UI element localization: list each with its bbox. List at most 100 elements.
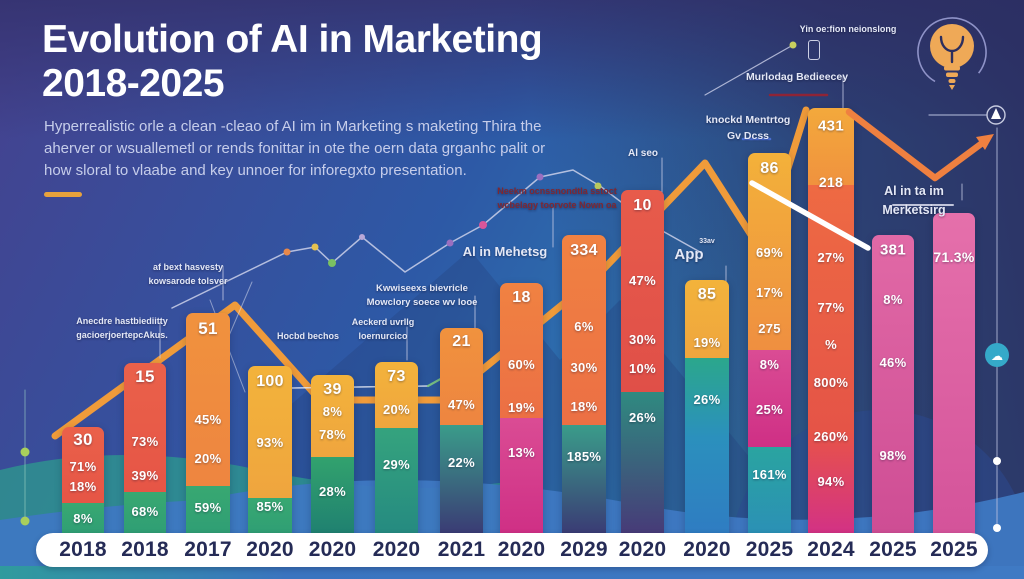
bar-value-label: 18 bbox=[512, 289, 531, 307]
subtitle-text: Hyperrealistic orle a clean -cleao of AI… bbox=[44, 118, 546, 179]
year-label: 2025 bbox=[930, 538, 978, 561]
phone-icon bbox=[808, 40, 820, 60]
bar-value-label: 18% bbox=[570, 398, 598, 414]
bar-value-label: 47% bbox=[448, 396, 475, 412]
year-label: 2020 bbox=[683, 538, 731, 561]
bar-value-label: 21 bbox=[452, 333, 471, 351]
bar-value-label: 13% bbox=[508, 444, 535, 460]
bar-value-label: 68% bbox=[131, 503, 159, 519]
bar-value-label: 59% bbox=[194, 499, 222, 515]
bar-value-label: 161% bbox=[752, 466, 787, 482]
bar-segment bbox=[748, 447, 791, 535]
bar-value-label: 78% bbox=[319, 426, 346, 442]
bar-value-label: 6% bbox=[574, 318, 594, 334]
page-title-years: 2018-2025 bbox=[42, 62, 225, 106]
bar-value-label: 45% bbox=[194, 411, 222, 427]
year-label: 2020 bbox=[308, 538, 357, 561]
bar-3-2020: 100 93% 85% bbox=[248, 366, 292, 535]
bar-6-2021: 21 47% 22% bbox=[440, 328, 483, 535]
bar-segment bbox=[440, 425, 483, 535]
bar-value-label: 18% bbox=[69, 478, 97, 494]
bar-value-label: 10% bbox=[629, 360, 656, 376]
annotation-5: Neekm ocnssnondtla sstoct wcbelagy toorv… bbox=[497, 186, 617, 210]
bar-value-label: 51 bbox=[198, 319, 218, 338]
bar-segment bbox=[500, 418, 543, 535]
bar-value-label: 185% bbox=[566, 448, 602, 464]
bar-segment bbox=[808, 430, 854, 535]
bar-value-label: 30% bbox=[570, 359, 598, 375]
bar-value-label: 381 bbox=[880, 241, 906, 259]
bar-value-label: 30 bbox=[73, 430, 93, 449]
bar-value-label: 275 bbox=[758, 320, 781, 336]
annotation-9: App bbox=[674, 246, 704, 263]
bar-segment bbox=[440, 328, 483, 425]
year-label: 2017 bbox=[184, 538, 232, 561]
bar-value-label: 218 bbox=[818, 174, 844, 191]
annotation-8: 33av bbox=[699, 238, 715, 245]
bar-segment bbox=[808, 108, 854, 185]
annotation-0: af bext hasvesty kowsarode tolsver bbox=[148, 262, 228, 286]
bar-value-label: 85 bbox=[697, 286, 717, 304]
bar-value-label: 19% bbox=[693, 334, 721, 350]
bar-segment bbox=[124, 363, 166, 492]
bar-7-2020: 18 60% 19% 13% bbox=[500, 283, 543, 535]
bar-segment bbox=[248, 366, 292, 498]
cloud-badge-icon bbox=[985, 343, 1009, 367]
bar-value-label: 20% bbox=[194, 450, 222, 466]
bar-segment bbox=[500, 283, 543, 418]
bar-segment bbox=[562, 235, 606, 425]
circle-arrow-icon bbox=[986, 105, 1006, 125]
bar-value-label: 93% bbox=[256, 434, 284, 450]
bar-value-label: 47% bbox=[629, 272, 656, 288]
bar-segment bbox=[621, 190, 664, 392]
bar-value-label: 28% bbox=[319, 483, 346, 499]
bar-value-label: 73 bbox=[387, 368, 406, 386]
bar-1-2018: 15 73% 39% 68% bbox=[124, 363, 166, 535]
bar-segment bbox=[311, 375, 354, 457]
bar-value-label: % bbox=[825, 336, 837, 352]
bar-segment bbox=[248, 498, 292, 535]
bar-9-2020: 10 47% 30% 10% 26% bbox=[621, 190, 664, 535]
bar-value-label: 25% bbox=[756, 401, 783, 417]
bar-value-label: 29% bbox=[383, 456, 410, 472]
bar-value-label: 8% bbox=[73, 510, 93, 526]
bar-4-2020: 39 8% 78% 28% bbox=[311, 375, 354, 535]
year-label: 2025 bbox=[745, 538, 794, 561]
bar-value-label: 334 bbox=[570, 242, 598, 260]
year-label: 2018 bbox=[121, 538, 169, 561]
bar-segment bbox=[62, 503, 104, 535]
bar-value-label: 71% bbox=[69, 458, 97, 474]
bar-segment bbox=[186, 486, 230, 535]
bar-value-label: 26% bbox=[629, 409, 656, 425]
bar-segment bbox=[311, 457, 354, 535]
bar-value-label: 260% bbox=[813, 428, 849, 444]
bar-segment bbox=[62, 427, 104, 503]
bar-10-2020: 85 19% 26% bbox=[685, 280, 729, 535]
bar-0-2018: 30 71% 18% 8% bbox=[62, 427, 104, 535]
x-axis-band: 2018 2018 2017 2020 2020 2020 2021 2020 2029 2020… bbox=[36, 533, 988, 567]
bar-segment bbox=[562, 425, 606, 535]
bar-value-label: 15 bbox=[135, 367, 155, 386]
year-label: 2018 bbox=[59, 538, 107, 561]
bar-segment bbox=[872, 235, 914, 535]
bar-segment bbox=[375, 428, 418, 535]
annotation-2: Hocbd bechos bbox=[276, 331, 340, 341]
year-label: 2025 bbox=[869, 538, 917, 561]
annotation-6: Al in Mehetsg bbox=[462, 244, 548, 259]
bar-segment bbox=[124, 492, 166, 535]
bar-value-label: 8% bbox=[322, 403, 343, 419]
year-label: 2020 bbox=[372, 538, 421, 561]
bar-value-label: 86 bbox=[760, 160, 779, 178]
bar-value-label: 60% bbox=[508, 356, 535, 372]
bar-value-label: 17% bbox=[756, 284, 783, 300]
bar-value-label: 77% bbox=[817, 299, 845, 315]
bar-value-label: 46% bbox=[879, 354, 907, 370]
bar-value-label: 71.3% bbox=[933, 249, 975, 266]
bar-value-label: 69% bbox=[756, 244, 783, 260]
bar-value-label: 20% bbox=[383, 401, 410, 417]
bar-segment bbox=[375, 362, 418, 428]
title-block: Evolution of AI in Marketing 2018-2025 bbox=[42, 18, 543, 106]
bar-value-label: 98% bbox=[879, 447, 907, 463]
bar-5-2020: 73 20% 29% bbox=[375, 362, 418, 535]
